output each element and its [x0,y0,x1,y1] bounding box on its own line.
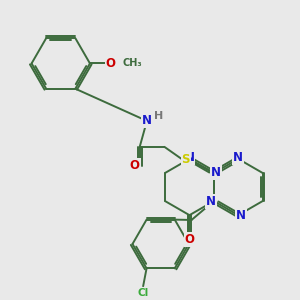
Text: S: S [182,153,190,167]
Text: N: N [142,114,152,127]
Text: O: O [184,233,194,246]
Text: O: O [130,159,140,172]
Text: CH₃: CH₃ [122,58,142,68]
Text: Cl: Cl [137,288,149,298]
Text: N: N [206,195,216,208]
Text: N: N [233,151,243,164]
Text: N: N [184,151,194,164]
Text: N: N [211,167,221,179]
Text: N: N [236,209,246,222]
Text: H: H [154,111,163,121]
Text: O: O [106,57,116,70]
